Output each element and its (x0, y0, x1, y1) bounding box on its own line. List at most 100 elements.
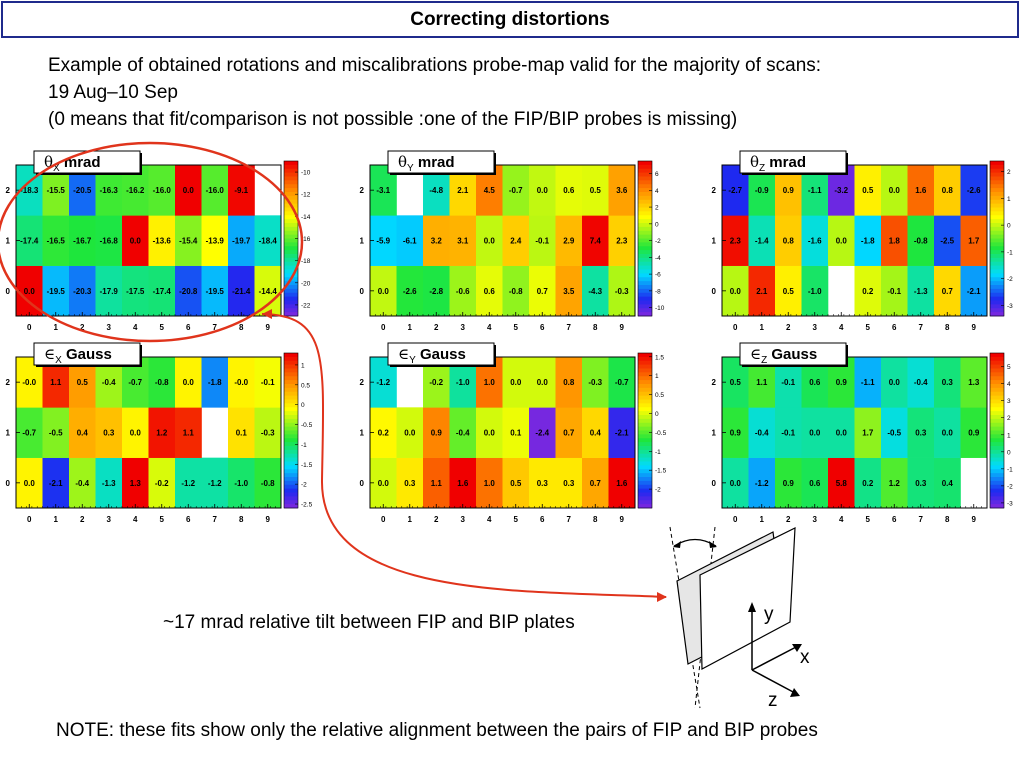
scale-tick-label: 0 (1007, 223, 1011, 230)
heatmap-cell (148, 407, 176, 458)
color-scale-step (284, 387, 298, 393)
color-scale-step (990, 312, 1004, 317)
cell-value-label: -16.5 (47, 237, 66, 246)
color-scale-step (990, 265, 1004, 270)
x-tick-label: 0 (733, 323, 738, 332)
cell-value-label: -5.9 (376, 237, 390, 246)
cell-value-label: -0.3 (588, 378, 602, 387)
color-scale-step (990, 308, 1004, 313)
cell-value-label: -0.8 (261, 479, 275, 488)
color-scale-step (638, 492, 652, 497)
color-scale-step (284, 399, 298, 404)
x-tick-label: 1 (54, 323, 59, 332)
color-scale-step (284, 434, 298, 439)
color-scale-step (990, 188, 1004, 193)
cell-value-label: 0.7 (537, 287, 549, 296)
heatmap-cell (95, 265, 123, 317)
heatmap-cell (555, 265, 583, 317)
cell-value-label: -0.7 (615, 378, 629, 387)
color-scale-step (638, 203, 652, 208)
cell-value-label: 0.0 (889, 378, 901, 387)
heatmap-cell (254, 407, 282, 458)
scale-tick-label: -1.5 (301, 462, 313, 469)
heatmap-cell (854, 407, 882, 458)
cell-value-label: -1.1 (861, 378, 875, 387)
color-scale-step (284, 380, 298, 385)
cell-value-label: 0.6 (809, 378, 821, 387)
y-tick-label: 1 (360, 237, 365, 246)
x-tick-label: 2 (434, 515, 439, 524)
cell-value-label: 0.7 (563, 429, 575, 438)
x-tick-label: 3 (461, 515, 466, 524)
color-scale-step (638, 480, 652, 486)
color-scale-border (637, 352, 653, 509)
highlight-ellipse (0, 141, 304, 343)
color-scale-step (284, 496, 298, 501)
color-scale-step (990, 380, 1004, 385)
heatmap-cell (775, 407, 802, 458)
heatmap-cell (228, 215, 255, 266)
color-scale-step (990, 192, 1004, 197)
color-scale-step (990, 226, 1004, 232)
cell-value-label: 0.5 (77, 378, 89, 387)
cell-value-label: 0.8 (563, 378, 575, 387)
heatmap-cell (529, 407, 556, 458)
color-scale-step (284, 192, 298, 197)
cell-value-label: 0.4 (590, 429, 602, 438)
cell-value-label: -17.4 (20, 237, 39, 246)
color-scale-step (284, 356, 298, 362)
scale-tick-label: 1 (655, 373, 659, 380)
color-scale-step (284, 246, 298, 251)
color-scale-step (284, 230, 298, 236)
color-scale-step (990, 488, 1004, 493)
z-axis-line (751, 669, 796, 694)
x-tick-label: 5 (866, 323, 871, 332)
heatmap-cell (608, 265, 636, 317)
cell-value-label: -13.9 (206, 237, 225, 246)
x-tick-label: 8 (945, 515, 950, 524)
cell-value-label: 1.1 (431, 479, 443, 488)
heatmap-cell (175, 165, 202, 216)
heatmap-cell (122, 265, 149, 317)
cell-value-label: -0.4 (75, 479, 89, 488)
heatmap-cell (228, 357, 255, 408)
cell-value-label: -1.0 (456, 378, 470, 387)
connector-arrowhead-left (262, 309, 272, 319)
color-scale-step (284, 500, 298, 505)
cell-value-label: -16.2 (126, 186, 145, 195)
color-scale-step (284, 484, 298, 490)
cell-value-label: 0.3 (563, 479, 575, 488)
color-scale-step (990, 399, 1004, 404)
cell-value-label: -0.7 (128, 378, 142, 387)
heatmap-cell (881, 407, 908, 458)
color-scale-step (990, 387, 1004, 393)
color-scale-step (284, 261, 298, 267)
heatmap-cell (582, 215, 609, 266)
heatmap-cell (95, 215, 123, 266)
color-scale-step (638, 261, 652, 267)
y-tick-label: 1 (712, 429, 717, 438)
color-scale-step (284, 360, 298, 366)
color-scale-step (284, 296, 298, 301)
heatmap-cell (854, 265, 882, 317)
color-scale-step (990, 223, 1004, 228)
cell-value-label: -2.5 (940, 237, 954, 246)
heatmap-cell (960, 165, 988, 216)
panel-title-unit: Gauss (416, 346, 466, 363)
scale-tick-label: 6 (655, 171, 659, 178)
heatmap-cell (69, 457, 96, 509)
panel-title-box (33, 342, 141, 366)
panel-title-subscript: X (53, 163, 60, 174)
scale-tick-label: 1 (301, 362, 305, 369)
color-scale-step (284, 504, 298, 509)
cell-value-label: -0.1 (535, 237, 549, 246)
color-scale-step (638, 273, 652, 278)
heatmap-cell (16, 457, 43, 509)
heatmap-cell (555, 457, 583, 509)
cell-value-label: -3.1 (376, 186, 390, 195)
cell-value-label: 0.9 (968, 429, 980, 438)
cell-value-label: 2.3 (616, 237, 628, 246)
color-scale-step (990, 368, 1004, 373)
color-scale-step (284, 473, 298, 478)
cell-value-label: -0.4 (456, 429, 470, 438)
